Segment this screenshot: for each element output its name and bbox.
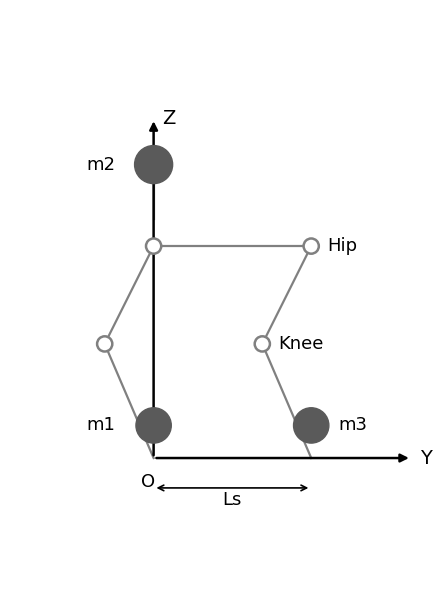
Text: Z: Z (162, 109, 175, 128)
Text: Ls: Ls (223, 491, 242, 509)
Text: m3: m3 (338, 417, 368, 434)
Text: O: O (141, 473, 155, 491)
Circle shape (304, 238, 319, 254)
Circle shape (97, 336, 112, 352)
Text: m2: m2 (87, 156, 115, 173)
Circle shape (146, 238, 161, 254)
Circle shape (135, 146, 173, 183)
Text: Knee: Knee (279, 335, 324, 353)
Circle shape (255, 336, 270, 352)
Text: Y: Y (420, 448, 432, 467)
Circle shape (294, 408, 329, 443)
Text: Hip: Hip (327, 237, 357, 255)
Circle shape (136, 408, 171, 443)
Text: m1: m1 (87, 417, 115, 434)
